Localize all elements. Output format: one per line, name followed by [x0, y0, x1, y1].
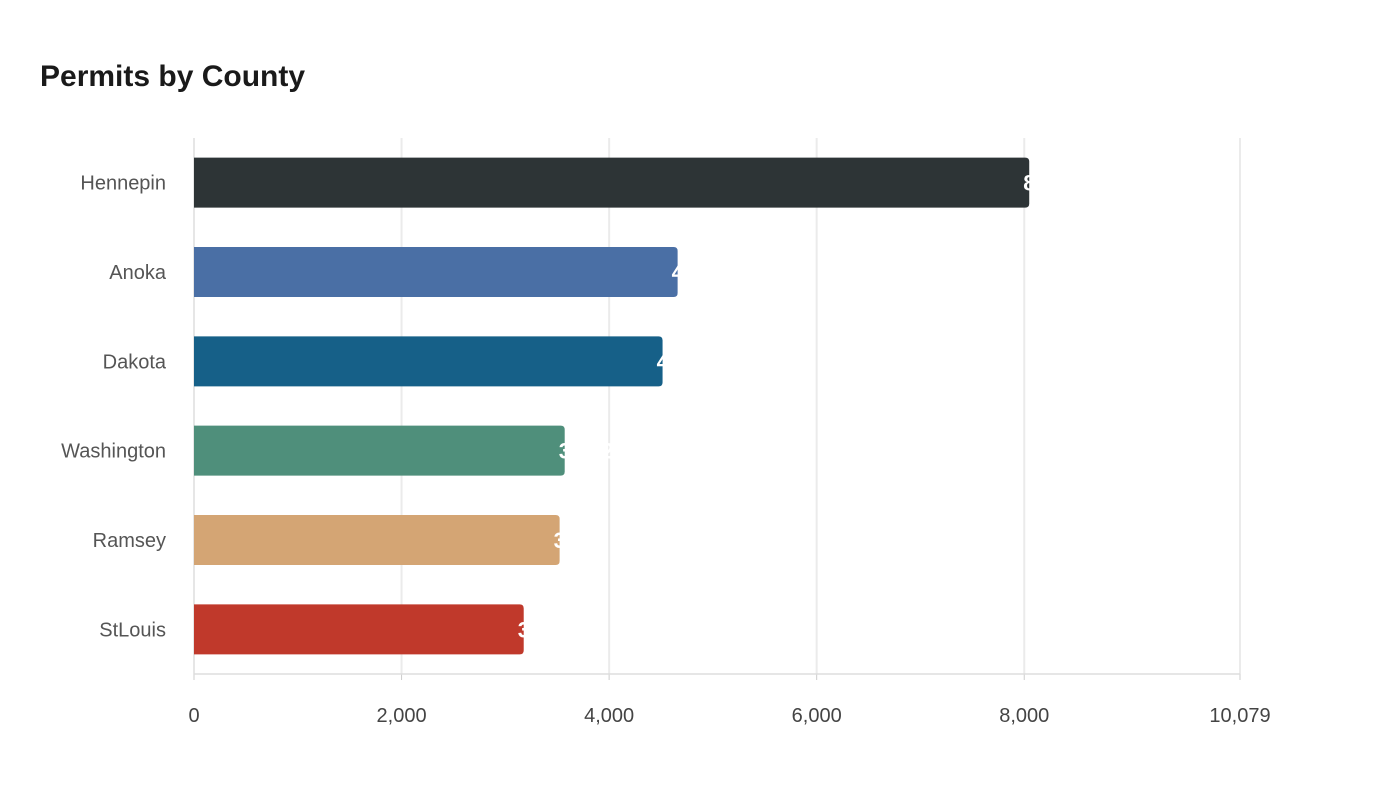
- x-tick-label: 2,000: [377, 705, 427, 727]
- data-label: 4,660: [672, 260, 727, 285]
- x-tick-label: 6,000: [792, 705, 842, 727]
- x-tick-label: 8,000: [999, 705, 1049, 727]
- y-tick-label: Washington: [61, 441, 166, 463]
- bar: [194, 515, 560, 565]
- chart-title: Permits by County: [40, 60, 306, 93]
- data-label: 3,572: [559, 439, 614, 464]
- x-tick-label: 0: [188, 705, 199, 727]
- bar: [194, 336, 663, 387]
- data-label: 3,523: [554, 528, 609, 553]
- bar: [194, 425, 565, 476]
- y-tick-label: Hennepin: [80, 173, 166, 195]
- bar: [193, 604, 524, 655]
- bar: [194, 247, 678, 297]
- x-tick-label: 10,079: [1209, 705, 1270, 727]
- y-tick-label: Ramsey: [93, 530, 166, 552]
- y-tick-label: Anoka: [109, 262, 167, 284]
- data-label: 3,177: [518, 617, 573, 642]
- x-tick-label: 4,000: [584, 705, 634, 727]
- bar: [194, 157, 1030, 208]
- data-label: 8,048: [1023, 171, 1078, 196]
- data-label: 4,515: [657, 349, 712, 374]
- y-tick-label: Dakota: [103, 351, 167, 373]
- y-tick-label: StLouis: [99, 619, 166, 641]
